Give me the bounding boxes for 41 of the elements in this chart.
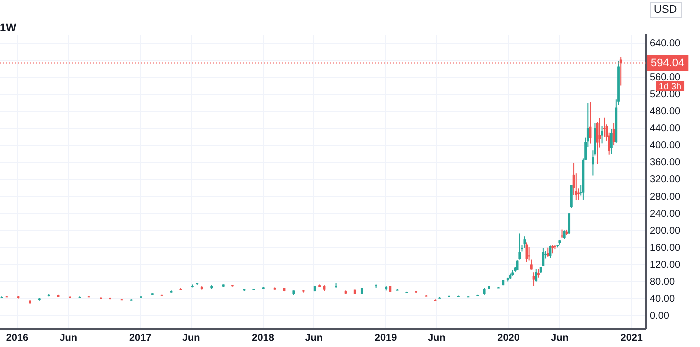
y-tick-label: 200.00 <box>650 226 682 237</box>
candlestick <box>546 247 550 258</box>
y-tick-label: 400.00 <box>650 140 682 152</box>
candlestick <box>610 128 613 155</box>
y-tick-label: 160.00 <box>650 242 682 254</box>
candlestick <box>596 122 599 165</box>
y-tick-label: 360.00 <box>650 158 682 169</box>
x-tick-label: Jun <box>428 332 446 344</box>
y-tick-label: 640.00 <box>650 38 682 50</box>
x-tick-label: Jun <box>60 332 78 344</box>
x-tick-label: Jun <box>305 332 323 344</box>
y-tick-label: 120.00 <box>650 260 682 271</box>
y-tick-label: 80.00 <box>650 276 676 288</box>
y-tick-label: 480.00 <box>650 106 682 118</box>
x-tick-label: 2021 <box>620 332 644 344</box>
candlestick <box>535 268 538 282</box>
y-axis-title: USD <box>654 4 678 16</box>
candlestick <box>524 236 526 248</box>
candlestick <box>601 125 604 144</box>
y-tick-label: 0.00 <box>650 310 670 322</box>
x-tick-label: Jun <box>182 332 200 344</box>
candlestick <box>570 184 573 209</box>
x-tick-label: 2020 <box>498 332 520 344</box>
y-tick-label: 560.00 <box>650 72 682 84</box>
x-tick-label: 2016 <box>6 332 30 344</box>
candlestick <box>532 272 536 287</box>
ref-line-label: 594.04 <box>651 57 685 70</box>
y-tick-label: 320.00 <box>650 174 682 186</box>
candlestick <box>518 233 522 260</box>
x-tick-label: 2018 <box>252 332 275 344</box>
chart-title: 1W <box>0 22 18 35</box>
x-tick-label: 2017 <box>129 332 152 344</box>
x-tick-label: 2019 <box>374 332 398 344</box>
text: 1d 3h <box>659 81 682 92</box>
y-tick-label: 440.00 <box>650 124 682 135</box>
y-tick-label: 280.00 <box>650 192 682 203</box>
candlestick <box>603 117 606 138</box>
candlestick <box>568 212 571 235</box>
y-tick-label: 40.00 <box>650 294 676 305</box>
x-tick-label: Jun <box>551 332 569 344</box>
y-tick-label: 240.00 <box>650 208 682 220</box>
